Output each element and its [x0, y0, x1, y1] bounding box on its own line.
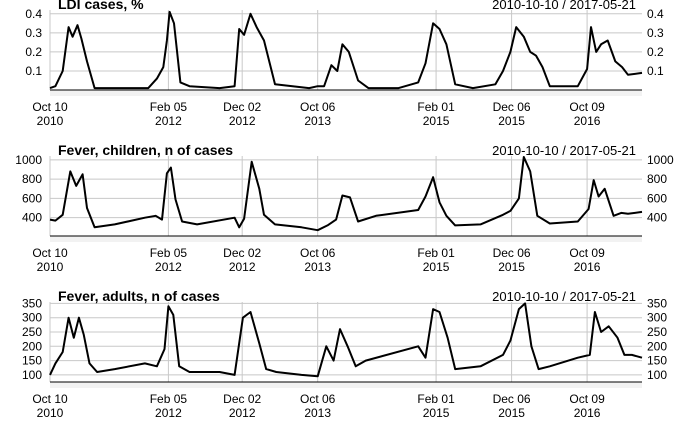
panel-1-shade [50, 90, 642, 96]
panel-3-xtick-year: 2012 [229, 406, 256, 420]
panel-1-ytick-left: 0.4 [25, 7, 42, 21]
panel-2-ytick-right: 400 [647, 211, 667, 225]
panel-1-xtick-date: Feb 05 [150, 100, 188, 114]
panel-1-ytick-right: 0.1 [647, 64, 664, 78]
panel-3-xtick-date: Feb 01 [417, 392, 455, 406]
panel-3-ytick-left: 350 [22, 296, 42, 310]
panel-2-ytick-right: 800 [647, 172, 667, 186]
panel-3-xtick-date: Oct 06 [300, 392, 336, 406]
panel-2-ytick-left: 400 [22, 211, 42, 225]
panel-2-ytick-left: 800 [22, 172, 42, 186]
panel-1-xtick-year: 2015 [498, 114, 525, 128]
panel-3-xtick-year: 2016 [574, 406, 601, 420]
panel-3-date-range: 2010-10-10 / 2017-05-21 [492, 289, 636, 304]
panel-1-ytick-right: 0.3 [647, 26, 664, 40]
panel-2-title: Fever, children, n of cases [58, 142, 233, 158]
panel-2-shade [50, 236, 642, 242]
panel-1-ytick-right: 0.4 [647, 7, 664, 21]
panel-3-ytick-left: 250 [22, 325, 42, 339]
panel-2-xtick-date: Dec 02 [223, 246, 261, 260]
panel-2-ytick-right: 1000 [647, 153, 674, 167]
panel-2-ytick-left: 1000 [15, 153, 42, 167]
panel-3-xtick-date: Feb 05 [150, 392, 188, 406]
panel-1-xtick-date: Oct 09 [569, 100, 605, 114]
panel-1-xtick-year: 2012 [229, 114, 256, 128]
panel-2-xtick-year: 2012 [229, 260, 256, 274]
panel-1-xtick-date: Oct 06 [300, 100, 336, 114]
panel-2-series-line [49, 156, 643, 232]
panel-2-xtick-year: 2013 [304, 260, 331, 274]
panel-2-xtick-date: Oct 10 [32, 246, 68, 260]
panel-2-xtick-date: Feb 01 [417, 246, 455, 260]
panel-3-xtick-year: 2015 [498, 406, 525, 420]
panel-1-title: LDI cases, % [58, 0, 144, 12]
panel-3-series-line [49, 302, 643, 378]
panel-1-series-line [49, 10, 643, 90]
panel-1-xtick-year: 2010 [37, 114, 64, 128]
panel-3-ytick-left: 200 [22, 339, 42, 353]
panel-1-xtick-year: 2016 [574, 114, 601, 128]
panel-3-xtick-year: 2013 [304, 406, 331, 420]
panel-3-ytick-left: 300 [22, 311, 42, 325]
panel-2-xtick-year: 2015 [423, 260, 450, 274]
panel-2-xtick-year: 2016 [574, 260, 601, 274]
panel-3-xtick-year: 2010 [37, 406, 64, 420]
panel-3-ytick-right: 200 [647, 339, 667, 353]
panel-1-ytick-left: 0.3 [25, 26, 42, 40]
panel-3-ytick-right: 350 [647, 296, 667, 310]
panel-2-xtick-year: 2010 [37, 260, 64, 274]
panel-3-shade [50, 382, 642, 388]
panel-1-ytick-left: 0.1 [25, 64, 42, 78]
panel-1-xtick-date: Oct 10 [32, 100, 68, 114]
panel-3-xtick-date: Oct 10 [32, 392, 68, 406]
panel-1-xtick-year: 2012 [155, 114, 182, 128]
panel-3-xtick-date: Dec 06 [493, 392, 531, 406]
panel-2-ytick-right: 600 [647, 191, 667, 205]
panel-1-ytick-left: 0.2 [25, 45, 42, 59]
panel-1-ytick-right: 0.2 [647, 45, 664, 59]
panel-2-xtick-date: Dec 06 [493, 246, 531, 260]
panel-1-date-range: 2010-10-10 / 2017-05-21 [492, 0, 636, 12]
panel-1-xtick-date: Dec 02 [223, 100, 261, 114]
panel-3-ytick-right: 300 [647, 311, 667, 325]
panel-3-ytick-left: 150 [22, 354, 42, 368]
panel-3-xtick-year: 2012 [155, 406, 182, 420]
panel-2-ytick-left: 600 [22, 191, 42, 205]
panel-2-xtick-date: Oct 09 [569, 246, 605, 260]
panel-3-ytick-right: 150 [647, 354, 667, 368]
panel-2-xtick-date: Feb 05 [150, 246, 188, 260]
panel-1-xtick-year: 2013 [304, 114, 331, 128]
panel-1-xtick-date: Dec 06 [493, 100, 531, 114]
panel-3-xtick-date: Dec 02 [223, 392, 261, 406]
panel-2-xtick-year: 2015 [498, 260, 525, 274]
panel-1-xtick-date: Feb 01 [417, 100, 455, 114]
panel-3-xtick-date: Oct 09 [569, 392, 605, 406]
panel-3-ytick-right: 100 [647, 368, 667, 382]
panel-2-date-range: 2010-10-10 / 2017-05-21 [492, 143, 636, 158]
panel-3-ytick-left: 100 [22, 368, 42, 382]
panel-2-xtick-year: 2012 [155, 260, 182, 274]
panel-3-ytick-right: 250 [647, 325, 667, 339]
panel-3-xtick-year: 2015 [423, 406, 450, 420]
panel-2-xtick-date: Oct 06 [300, 246, 336, 260]
panel-1-xtick-year: 2015 [423, 114, 450, 128]
panel-3-title: Fever, adults, n of cases [58, 288, 220, 304]
